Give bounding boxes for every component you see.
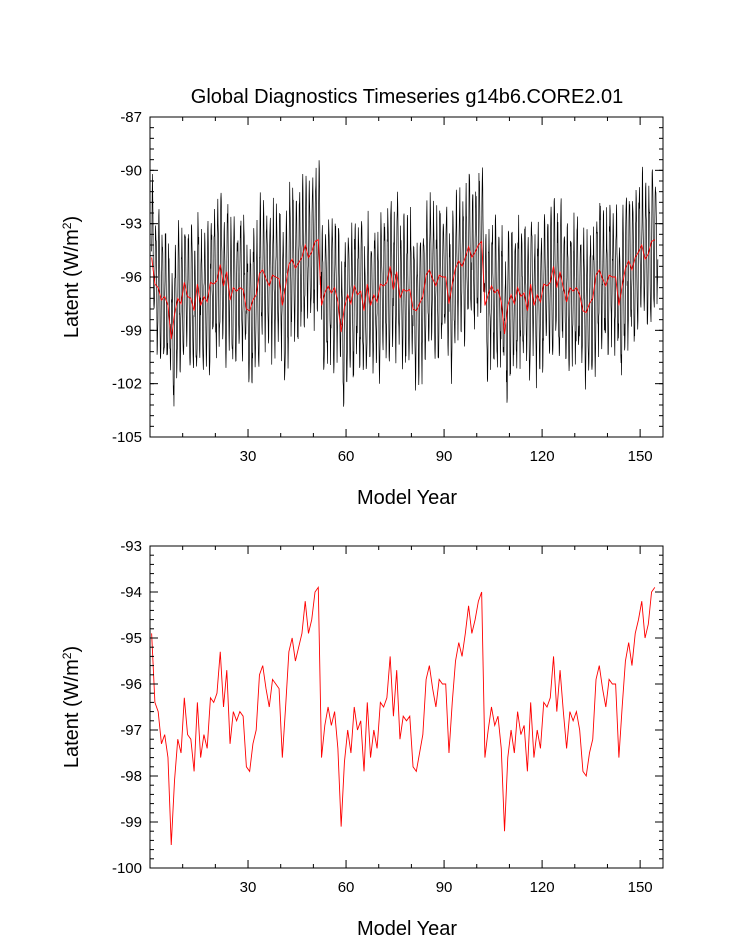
x-tick-label: 30: [240, 448, 257, 465]
x-tick-label: 90: [436, 448, 453, 465]
axis-ticks: [150, 116, 663, 438]
x-axis-title: Model Year: [357, 918, 457, 940]
top-chart-panel: Global Diagnostics Timeseries g14b6.CORE…: [60, 86, 664, 509]
y-tick-label: -93: [120, 216, 142, 233]
x-axis-title: Model Year: [357, 487, 457, 509]
annual-series-path: [151, 586, 656, 846]
x-tick-label: 120: [530, 448, 555, 465]
y-tick-label: -95: [120, 630, 142, 647]
y-tick-label: -99: [120, 322, 142, 339]
y-tick-labels: -87 -90 -93 -96 -99 -102 -105: [112, 109, 142, 446]
annual-mean-series-line: [151, 238, 656, 340]
y-tick-label: -93: [120, 538, 142, 555]
y-tick-label: -96: [120, 269, 142, 286]
y-tick-label: -102: [112, 376, 142, 393]
x-tick-label: 90: [436, 879, 453, 896]
y-axis-title-text: Latent (W/m: [61, 229, 83, 338]
y-axis-title: Latent (W/m2): [60, 216, 83, 338]
y-axis-title-close: ): [61, 646, 83, 653]
y-tick-label: -97: [120, 722, 142, 739]
x-tick-labels: 30 60 90 120 150: [240, 448, 653, 465]
plot-frame: [149, 545, 664, 869]
x-tick-label: 60: [338, 448, 355, 465]
y-tick-label: -99: [120, 814, 142, 831]
bottom-chart-panel: -93 -94 -95 -96 -97 -98 -99 -100 30 60 90 120 150 M…: [60, 538, 664, 940]
y-axis-title-superscript: 2: [60, 652, 74, 659]
monthly-series-line: [151, 160, 659, 407]
y-axis-title-superscript: 2: [60, 222, 74, 229]
y-tick-label: -105: [112, 429, 142, 446]
y-axis-title-text: Latent (W/m: [61, 659, 83, 768]
x-tick-label: 150: [628, 448, 653, 465]
monthly-series-path: [151, 160, 659, 407]
x-tick-label: 60: [338, 879, 355, 896]
chart-title: Global Diagnostics Timeseries g14b6.CORE…: [191, 86, 623, 108]
y-tick-label: -94: [120, 584, 142, 601]
y-tick-label: -90: [120, 162, 142, 179]
x-tick-label: 150: [628, 879, 653, 896]
y-tick-label: -96: [120, 676, 142, 693]
annual-series-path: [151, 238, 656, 340]
x-tick-label: 120: [530, 879, 555, 896]
y-tick-label: -87: [120, 109, 142, 126]
x-tick-labels: 30 60 90 120 150: [240, 879, 653, 896]
x-tick-label: 30: [240, 879, 257, 896]
y-tick-labels: -93 -94 -95 -96 -97 -98 -99 -100: [112, 538, 142, 877]
y-tick-label: -100: [112, 860, 142, 877]
y-axis-title: Latent (W/m2): [60, 646, 83, 768]
annual-mean-series-line: [151, 586, 656, 846]
y-axis-title-close: ): [61, 216, 83, 223]
y-tick-label: -98: [120, 768, 142, 785]
axis-ticks: [150, 545, 663, 869]
